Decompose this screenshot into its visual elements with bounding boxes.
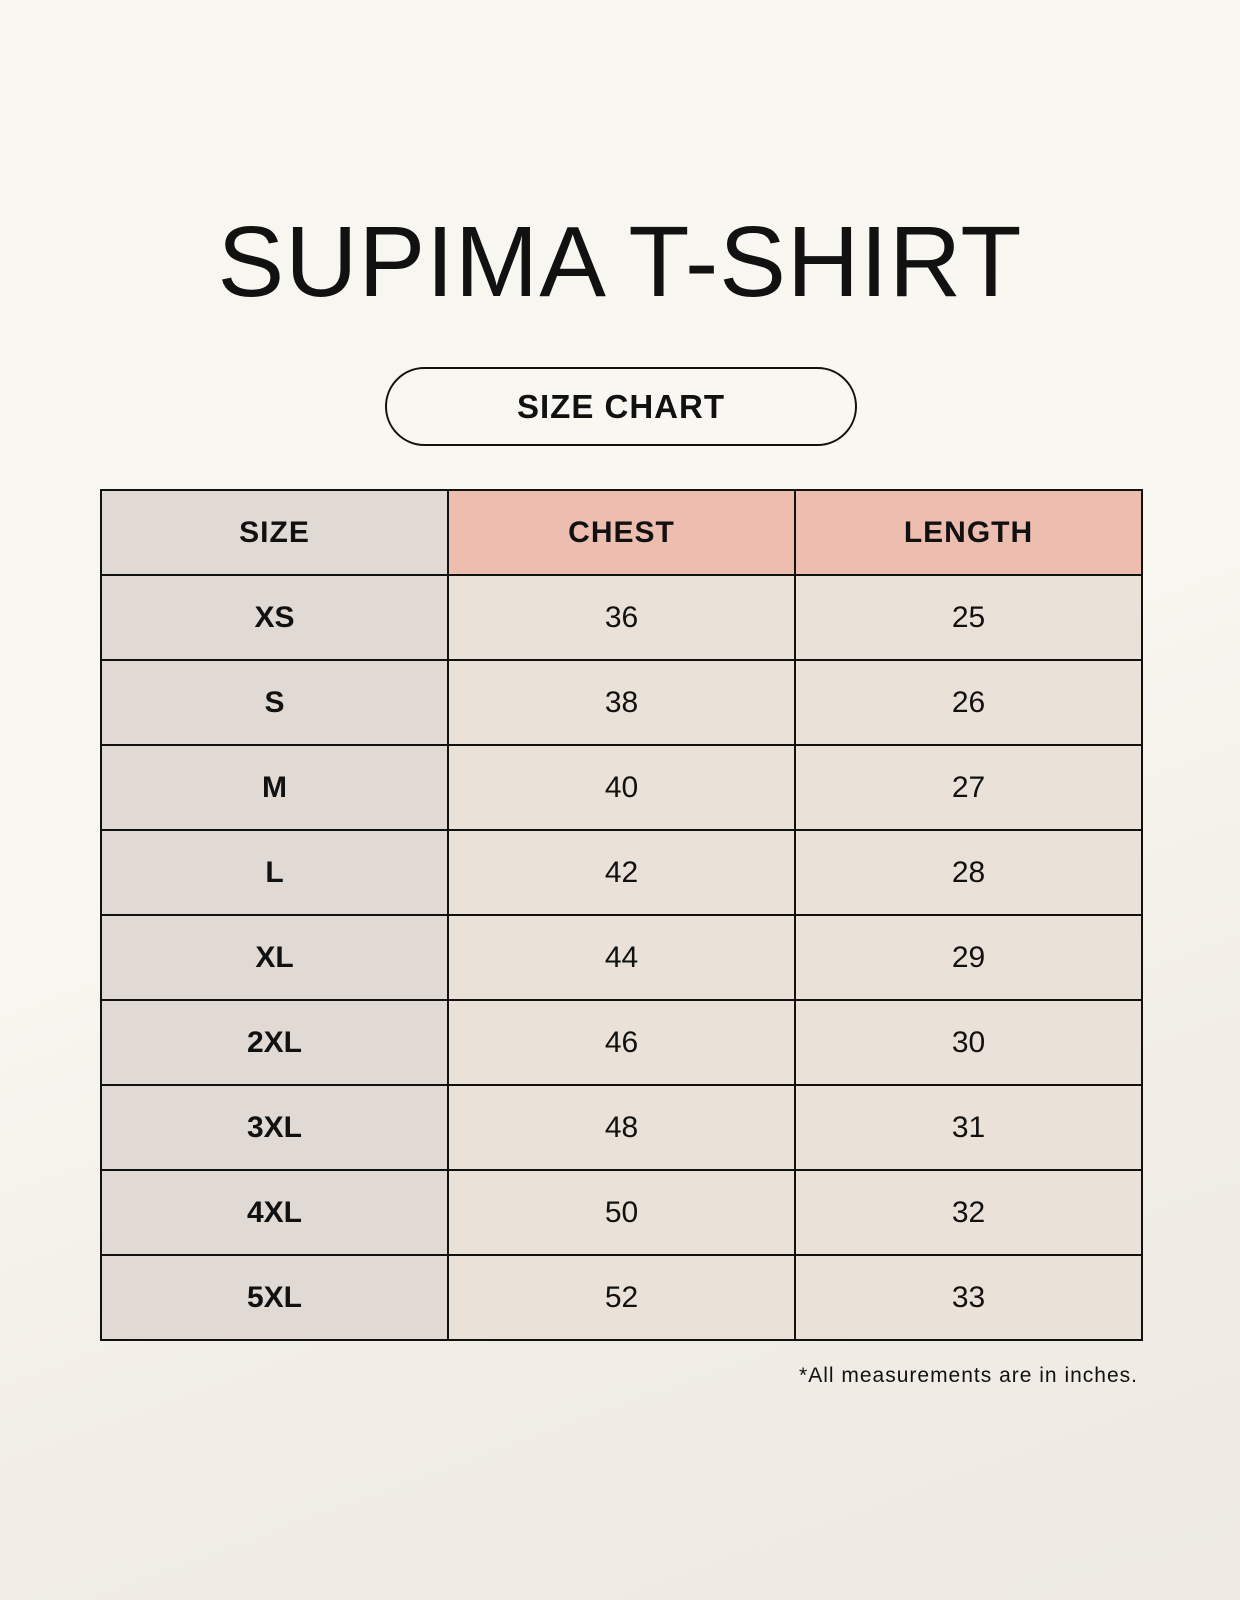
chest-cell: 42 [447, 829, 796, 916]
size-cell: XS [100, 574, 449, 661]
header-length: LENGTH [794, 489, 1143, 576]
footnote: *All measurements are in inches. [799, 1364, 1138, 1387]
size-chart-table: SIZE CHEST LENGTH XS 36 25 S 38 26 M 40 27 L 42 28 X… [100, 489, 1143, 1341]
size-cell: L [100, 829, 449, 916]
chest-cell: 52 [447, 1254, 796, 1341]
page-title: SUPIMA T-SHIRT [217, 206, 1023, 318]
chest-cell: 50 [447, 1169, 796, 1256]
size-cell: 4XL [100, 1169, 449, 1256]
size-cell: XL [100, 914, 449, 1001]
table-row: 4XL 50 32 [100, 1169, 1143, 1256]
table-row: XS 36 25 [100, 574, 1143, 661]
chest-cell: 40 [447, 744, 796, 831]
length-cell: 27 [794, 744, 1143, 831]
length-cell: 33 [794, 1254, 1143, 1341]
length-cell: 25 [794, 574, 1143, 661]
table-header-row: SIZE CHEST LENGTH [100, 489, 1143, 576]
length-cell: 28 [794, 829, 1143, 916]
size-cell: 3XL [100, 1084, 449, 1171]
table-row: S 38 26 [100, 659, 1143, 746]
length-cell: 32 [794, 1169, 1143, 1256]
size-cell: S [100, 659, 449, 746]
chest-cell: 48 [447, 1084, 796, 1171]
table-row: L 42 28 [100, 829, 1143, 916]
size-cell: M [100, 744, 449, 831]
size-chart-label: SIZE CHART [385, 367, 857, 446]
length-cell: 26 [794, 659, 1143, 746]
table-row: 3XL 48 31 [100, 1084, 1143, 1171]
table-row: XL 44 29 [100, 914, 1143, 1001]
chest-cell: 46 [447, 999, 796, 1086]
length-cell: 30 [794, 999, 1143, 1086]
table-row: M 40 27 [100, 744, 1143, 831]
size-cell: 5XL [100, 1254, 449, 1341]
length-cell: 31 [794, 1084, 1143, 1171]
length-cell: 29 [794, 914, 1143, 1001]
chest-cell: 36 [447, 574, 796, 661]
chest-cell: 38 [447, 659, 796, 746]
table-row: 2XL 46 30 [100, 999, 1143, 1086]
header-chest: CHEST [447, 489, 796, 576]
table-row: 5XL 52 33 [100, 1254, 1143, 1341]
chest-cell: 44 [447, 914, 796, 1001]
size-cell: 2XL [100, 999, 449, 1086]
header-size: SIZE [100, 489, 449, 576]
